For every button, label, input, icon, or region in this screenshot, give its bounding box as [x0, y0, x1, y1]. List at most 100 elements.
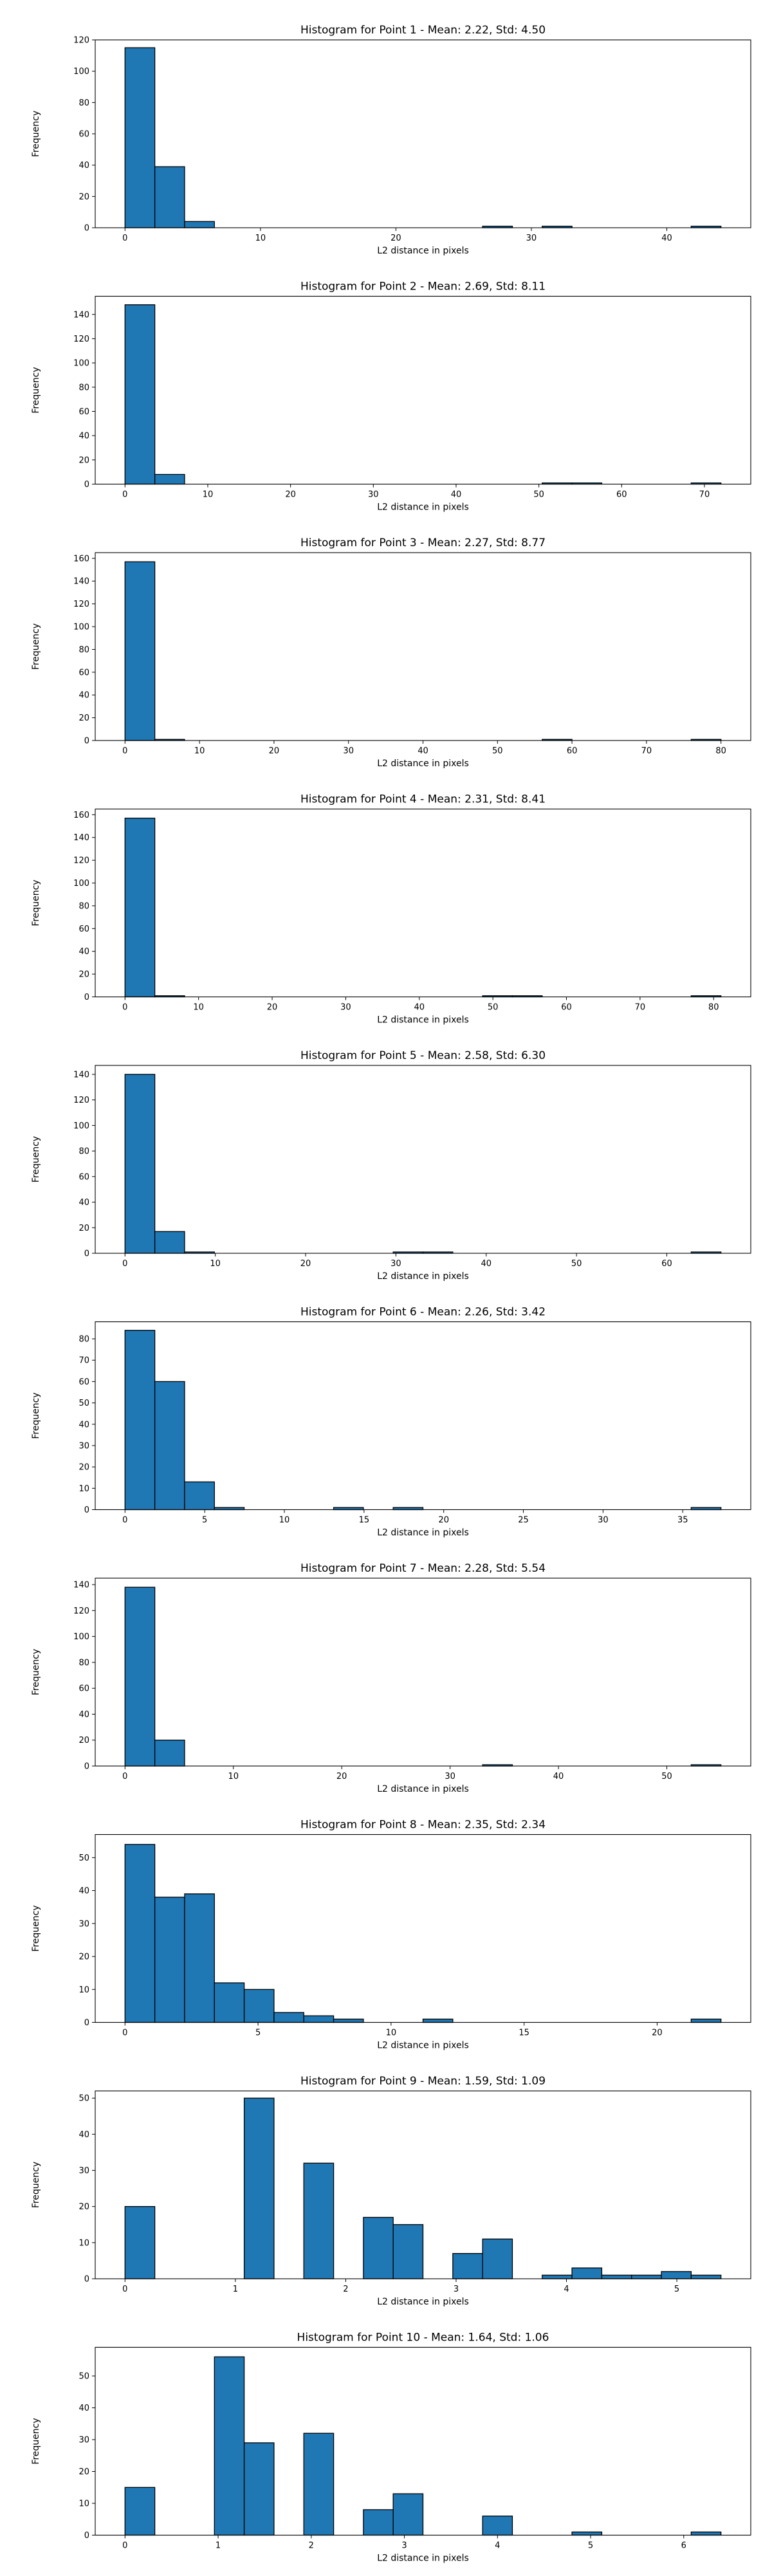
histogram-bar — [243, 2097, 275, 2279]
x-tick-label: 60 — [561, 1003, 572, 1013]
histogram-bar — [214, 2356, 245, 2536]
y-tick-label: 140 — [73, 1581, 89, 1590]
x-tick-label: 40 — [661, 234, 672, 243]
x-tick-label: 30 — [598, 1516, 609, 1525]
y-tick-label: 80 — [78, 383, 89, 392]
x-tick-label: 40 — [414, 1003, 425, 1013]
y-tick-label: 120 — [73, 36, 89, 46]
x-tick-label: 20 — [438, 1516, 449, 1525]
y-axis-label: Frequency — [31, 111, 41, 157]
x-tick-label: 10 — [194, 746, 205, 756]
y-tick-label: 20 — [78, 2202, 89, 2212]
x-tick-label: 30 — [343, 746, 354, 756]
y-tick-label: 10 — [78, 1484, 89, 1494]
histogram-bar — [690, 2531, 722, 2536]
y-axis-label: Frequency — [31, 1136, 41, 1182]
plot-frame — [95, 1321, 751, 1511]
histogram-bar — [154, 1897, 185, 2023]
y-tick-label: 60 — [78, 668, 89, 677]
y-tick-label: 20 — [78, 1736, 89, 1745]
y-tick-label: 0 — [84, 2018, 89, 2028]
x-axis-label: L2 distance in pixels — [377, 1271, 469, 1282]
histogram-panel-1: Histogram for Point 1 - Mean: 2.22, Std:… — [31, 24, 751, 256]
histogram-panel-10: Histogram for Point 10 - Mean: 1.64, Std… — [31, 2332, 751, 2564]
histogram-bar — [124, 2206, 156, 2279]
x-tick-label: 1 — [233, 2285, 238, 2294]
histogram-bar — [661, 2271, 692, 2279]
histogram-panel-4: Histogram for Point 4 - Mean: 2.31, Std:… — [31, 793, 751, 1026]
plot-frame — [95, 1065, 751, 1254]
histogram-bar — [184, 221, 215, 228]
x-tick-label: 10 — [386, 2029, 397, 2038]
y-tick-label: 40 — [78, 2130, 89, 2140]
y-tick-label: 100 — [73, 1121, 89, 1131]
y-tick-label: 50 — [78, 1854, 89, 1863]
x-tick-label: 0 — [122, 2541, 127, 2551]
histogram-panel-7: Histogram for Point 7 - Mean: 2.28, Std:… — [31, 1562, 751, 1794]
y-tick-label: 120 — [73, 856, 89, 866]
x-tick-label: 10 — [203, 490, 214, 500]
y-tick-label: 30 — [78, 2436, 89, 2445]
x-tick-label: 40 — [418, 746, 428, 756]
x-tick-label: 10 — [228, 1772, 239, 1781]
x-axis-label: L2 distance in pixels — [377, 2041, 469, 2051]
y-tick-label: 20 — [78, 455, 89, 465]
x-tick-label: 10 — [210, 1259, 221, 1269]
x-tick-label: 20 — [285, 490, 296, 500]
x-tick-label: 3 — [401, 2541, 407, 2551]
y-tick-label: 10 — [78, 2238, 89, 2248]
histogram-bar — [542, 2274, 573, 2279]
plot-frame — [95, 295, 751, 485]
histogram-panel-3: Histogram for Point 3 - Mean: 2.27, Std:… — [31, 537, 751, 769]
histogram-bar — [303, 2433, 335, 2536]
histogram-bar — [154, 474, 185, 485]
y-tick-label: 40 — [78, 1198, 89, 1208]
x-tick-label: 10 — [193, 1003, 204, 1013]
plot-frame — [95, 39, 751, 228]
x-tick-label: 10 — [255, 234, 266, 243]
y-axis-label: Frequency — [31, 2162, 41, 2208]
y-tick-label: 80 — [78, 1147, 89, 1157]
y-tick-label: 20 — [78, 1953, 89, 1962]
x-axis-label: L2 distance in pixels — [377, 502, 469, 513]
y-tick-label: 40 — [78, 2404, 89, 2413]
y-tick-label: 100 — [73, 359, 89, 369]
chart-title: Histogram for Point 5 - Mean: 2.58, Std:… — [300, 1049, 546, 1062]
chart-title: Histogram for Point 7 - Mean: 2.28, Std:… — [300, 1562, 546, 1575]
x-tick-label: 2 — [309, 2541, 314, 2551]
y-tick-label: 0 — [84, 2275, 89, 2285]
y-tick-label: 100 — [73, 67, 89, 77]
x-tick-label: 5 — [202, 1516, 207, 1525]
x-tick-label: 0 — [122, 2285, 127, 2294]
y-tick-label: 60 — [78, 130, 89, 140]
chart-title: Histogram for Point 2 - Mean: 2.69, Std:… — [300, 281, 546, 293]
y-tick-label: 50 — [78, 2372, 89, 2382]
histogram-bar — [154, 166, 185, 228]
y-tick-label: 100 — [73, 879, 89, 888]
y-tick-label: 140 — [73, 310, 89, 320]
plot-frame — [95, 552, 751, 741]
histogram-bar — [422, 2018, 454, 2023]
x-tick-label: 50 — [533, 490, 544, 500]
histogram-bar — [273, 2012, 304, 2023]
histogram-bar — [363, 2216, 394, 2279]
y-tick-label: 120 — [73, 335, 89, 344]
x-tick-label: 20 — [391, 234, 401, 243]
histogram-bar — [154, 1381, 185, 1511]
histogram-bar — [124, 304, 156, 485]
histogram-bar — [184, 1481, 215, 1511]
y-tick-label: 20 — [78, 192, 89, 202]
y-tick-label: 10 — [78, 1985, 89, 1995]
y-tick-label: 40 — [78, 947, 89, 957]
y-tick-label: 40 — [78, 161, 89, 170]
y-axis-label: Frequency — [31, 2418, 41, 2464]
y-tick-label: 100 — [73, 1632, 89, 1642]
histogram-bar — [452, 2253, 483, 2279]
x-tick-label: 5 — [674, 2285, 679, 2294]
chart-title: Histogram for Point 8 - Mean: 2.35, Std:… — [300, 1819, 546, 1832]
y-tick-label: 120 — [73, 1096, 89, 1105]
plot-frame — [95, 1834, 751, 2023]
histogram-panel-9: Histogram for Point 9 - Mean: 1.59, Std:… — [31, 2075, 751, 2307]
histogram-bar — [124, 818, 156, 998]
